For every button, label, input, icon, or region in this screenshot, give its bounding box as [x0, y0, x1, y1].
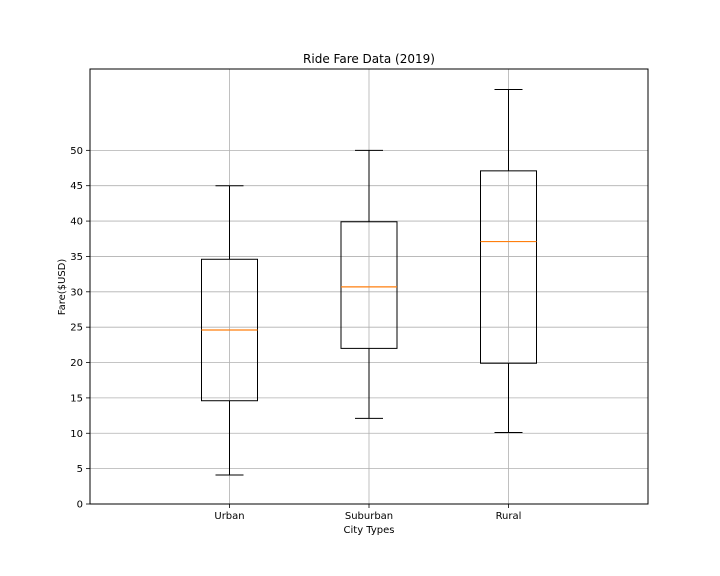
boxes [201, 89, 537, 476]
y-tick-label: 25 [70, 323, 83, 334]
iqr-box [480, 170, 537, 364]
y-tick-label: 0 [77, 500, 83, 511]
y-tick-label: 10 [70, 429, 83, 440]
y-tick-label: 45 [70, 181, 83, 192]
chart-title: Ride Fare Data (2019) [303, 52, 435, 66]
y-tick-label: 5 [77, 464, 83, 475]
x-tick-label: Suburban [345, 511, 393, 522]
x-tick-label: Urban [214, 511, 244, 522]
x-tick-label: Rural [496, 511, 522, 522]
y-tick-label: 35 [70, 252, 83, 263]
y-tick-label: 15 [70, 393, 83, 404]
iqr-box [340, 221, 398, 349]
y-tick-label: 20 [70, 358, 83, 369]
y-axis-label: Fare($USD) [57, 259, 68, 316]
y-tick-label: 30 [70, 287, 83, 298]
axis-ticks: 0 5 10 15 20 25 30 35 40 45 50 Urban Suburban Rural [70, 146, 521, 522]
y-tick-label: 50 [70, 146, 83, 157]
x-axis-label: City Types [344, 525, 395, 536]
y-tick-label: 40 [70, 217, 83, 228]
